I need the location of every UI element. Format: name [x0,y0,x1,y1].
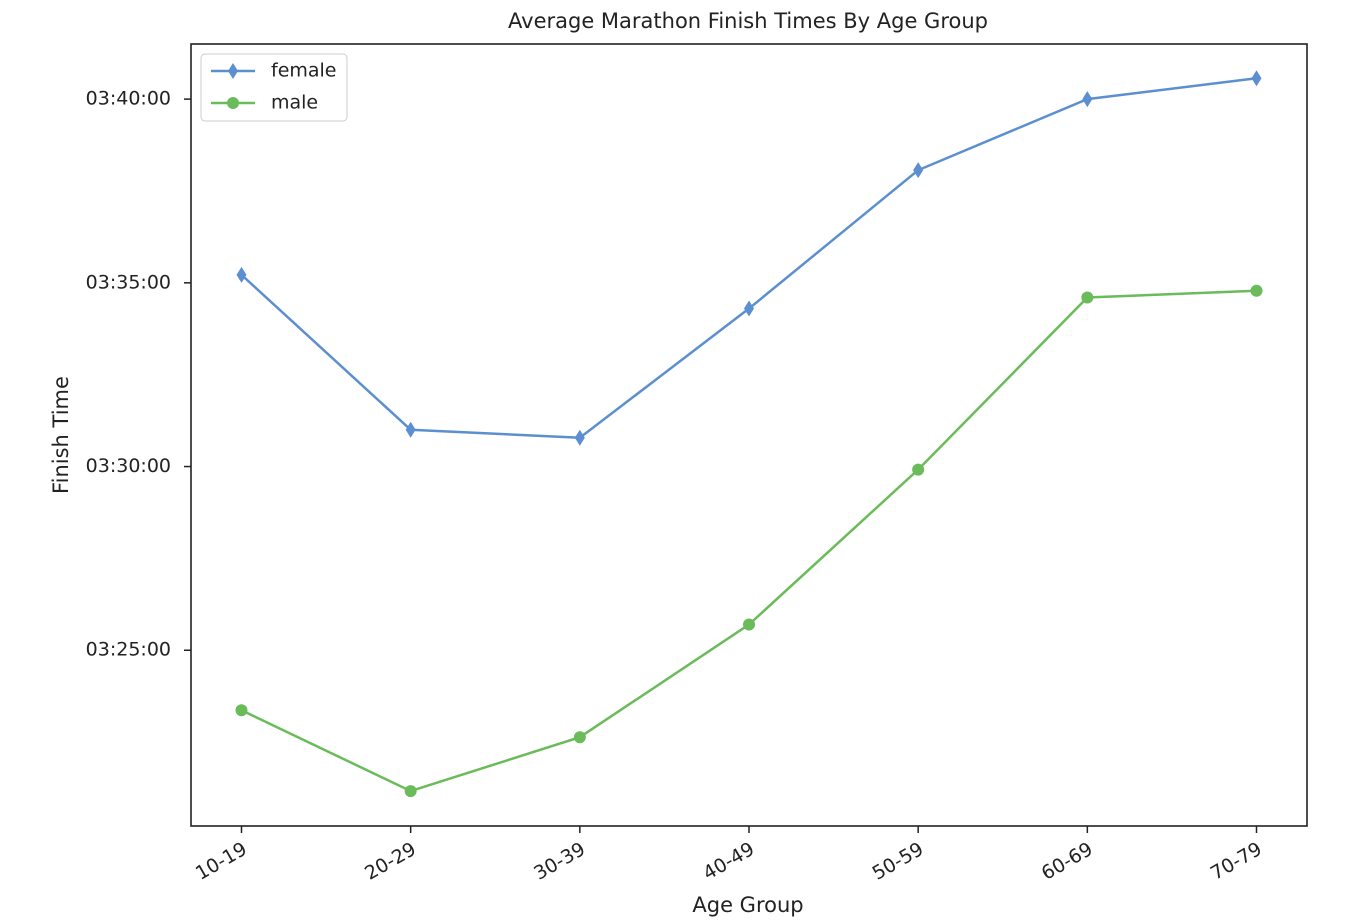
x-tick-label: 70-79 [1207,838,1266,885]
y-tick-label: 03:25:00 [86,639,171,661]
marker [912,463,925,476]
marker [744,300,754,317]
legend-marker [227,97,239,109]
series-line [240,289,1257,793]
x-tick-label: 20-29 [361,838,420,885]
y-tick-label: 03:30:00 [86,455,171,477]
marker [235,704,248,717]
y-axis-label: Finish Time [49,376,73,494]
marker [1250,284,1263,297]
x-tick-label: 50-59 [869,838,928,885]
marker [913,162,924,179]
chart-title: Average Marathon Finish Times By Age Gro… [508,9,988,33]
legend-label: male [271,92,318,114]
marker [1251,70,1262,87]
marker [743,618,755,631]
x-tick-label: 10-19 [192,838,251,885]
plot-frame [190,43,1308,827]
legend-label: female [271,60,337,82]
x-tick-label: 40-49 [699,838,758,885]
marker [405,421,416,438]
x-tick-label: 60-69 [1038,838,1097,885]
marker [1082,91,1093,108]
marker [404,785,417,798]
marker [574,429,585,446]
y-tick-label: 03:40:00 [86,88,171,110]
legend-marker [228,63,238,79]
marker [1081,291,1094,304]
x-tick-label: 30-39 [530,838,589,885]
series-line [240,77,1257,440]
marker [573,731,586,744]
y-tick-label: 03:35:00 [86,271,171,293]
x-axis-label: Age Group [692,893,803,917]
marker [236,266,247,283]
